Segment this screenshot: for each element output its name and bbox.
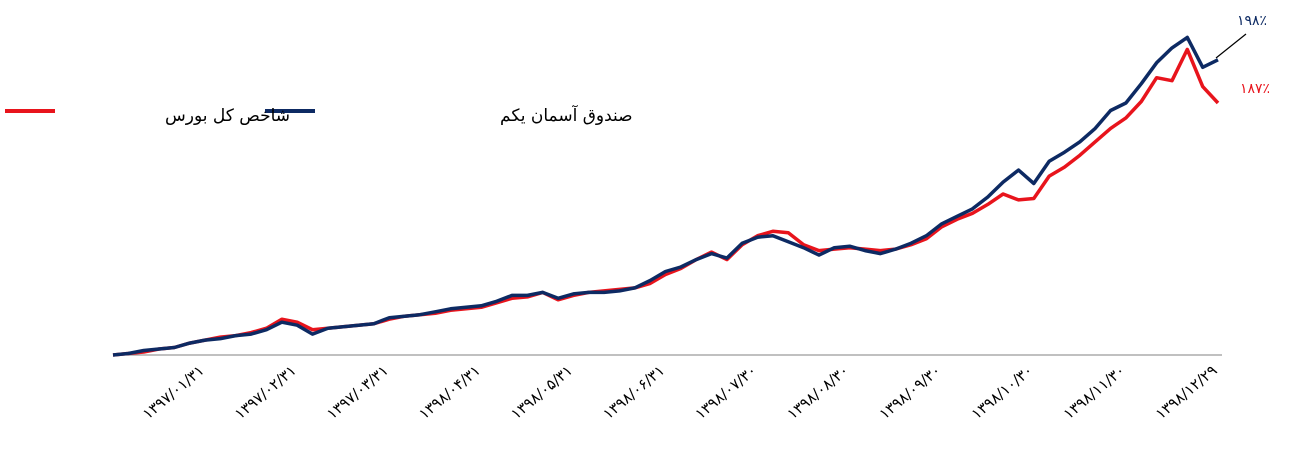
x-tick-label: ۱۳۹۸/۱۱/۳۰: [1060, 361, 1129, 423]
x-tick-label: ۱۳۹۷/۰۳/۳۱: [323, 361, 392, 423]
x-tick-label: ۱۳۹۷/۰۱/۳۱: [139, 361, 208, 423]
x-tick-label: ۱۳۹۸/۰۹/۳۰: [876, 361, 945, 423]
annotation: ۱۹۸٪: [1237, 13, 1267, 29]
x-tick-label: ۱۳۹۸/۰۶/۳۱: [599, 361, 668, 423]
legend-label: صندوق آسمان یکم: [500, 104, 633, 126]
x-tick-label: ۱۳۹۸/۱۰/۳۰: [968, 361, 1037, 423]
legend-label: شاخص کل بورس: [165, 106, 290, 126]
x-tick-label: ۱۳۹۸/۰۵/۳۱: [507, 361, 576, 423]
annotation: ۱۸۷٪: [1240, 81, 1270, 97]
x-tick-label: ۱۳۹۸/۰۷/۳۰: [691, 361, 760, 423]
x-tick-label: ۱۳۹۸/۱۲/۲۹: [1152, 361, 1221, 423]
series-line: [112, 47, 1220, 357]
annotation-connector: [1215, 33, 1247, 59]
x-tick-label: ۱۳۹۸/۰۴/۳۱: [415, 361, 484, 423]
x-tick-label: ۱۳۹۷/۰۲/۳۱: [231, 361, 300, 423]
x-tick-label: ۱۳۹۸/۰۸/۳۰: [784, 361, 853, 423]
series-line: [112, 35, 1219, 357]
